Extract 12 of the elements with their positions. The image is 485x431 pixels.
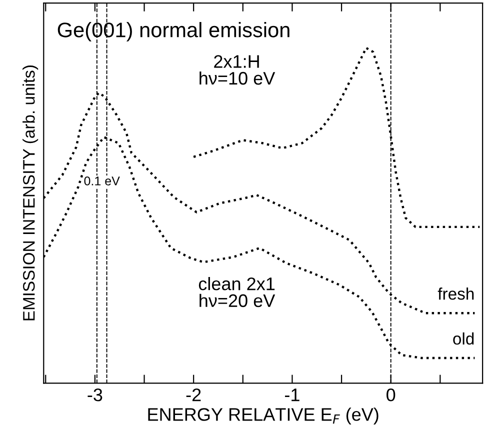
x-tick-label: 0 — [386, 388, 396, 402]
x-axis-title: ENERGY RELATIVE E$_{F}$ (eV) — [148, 408, 378, 424]
series-label: fresh — [438, 288, 474, 300]
y-axis-title: EMISSION INTENSITY (arb. units) — [22, 66, 38, 320]
annotation: clean 2x1 hν=20 eV — [198, 276, 276, 308]
x-tick-label: -2 — [186, 388, 201, 402]
chart-title: Ge(001) normal emission — [58, 22, 290, 42]
annotation: 0.1 eV — [84, 176, 120, 186]
x-tick-label: -1 — [284, 388, 300, 402]
series-label: old — [453, 332, 474, 345]
annotation: 2x1:H hν=10 eV — [200, 55, 276, 85]
x-tick-label: -3 — [88, 388, 102, 402]
